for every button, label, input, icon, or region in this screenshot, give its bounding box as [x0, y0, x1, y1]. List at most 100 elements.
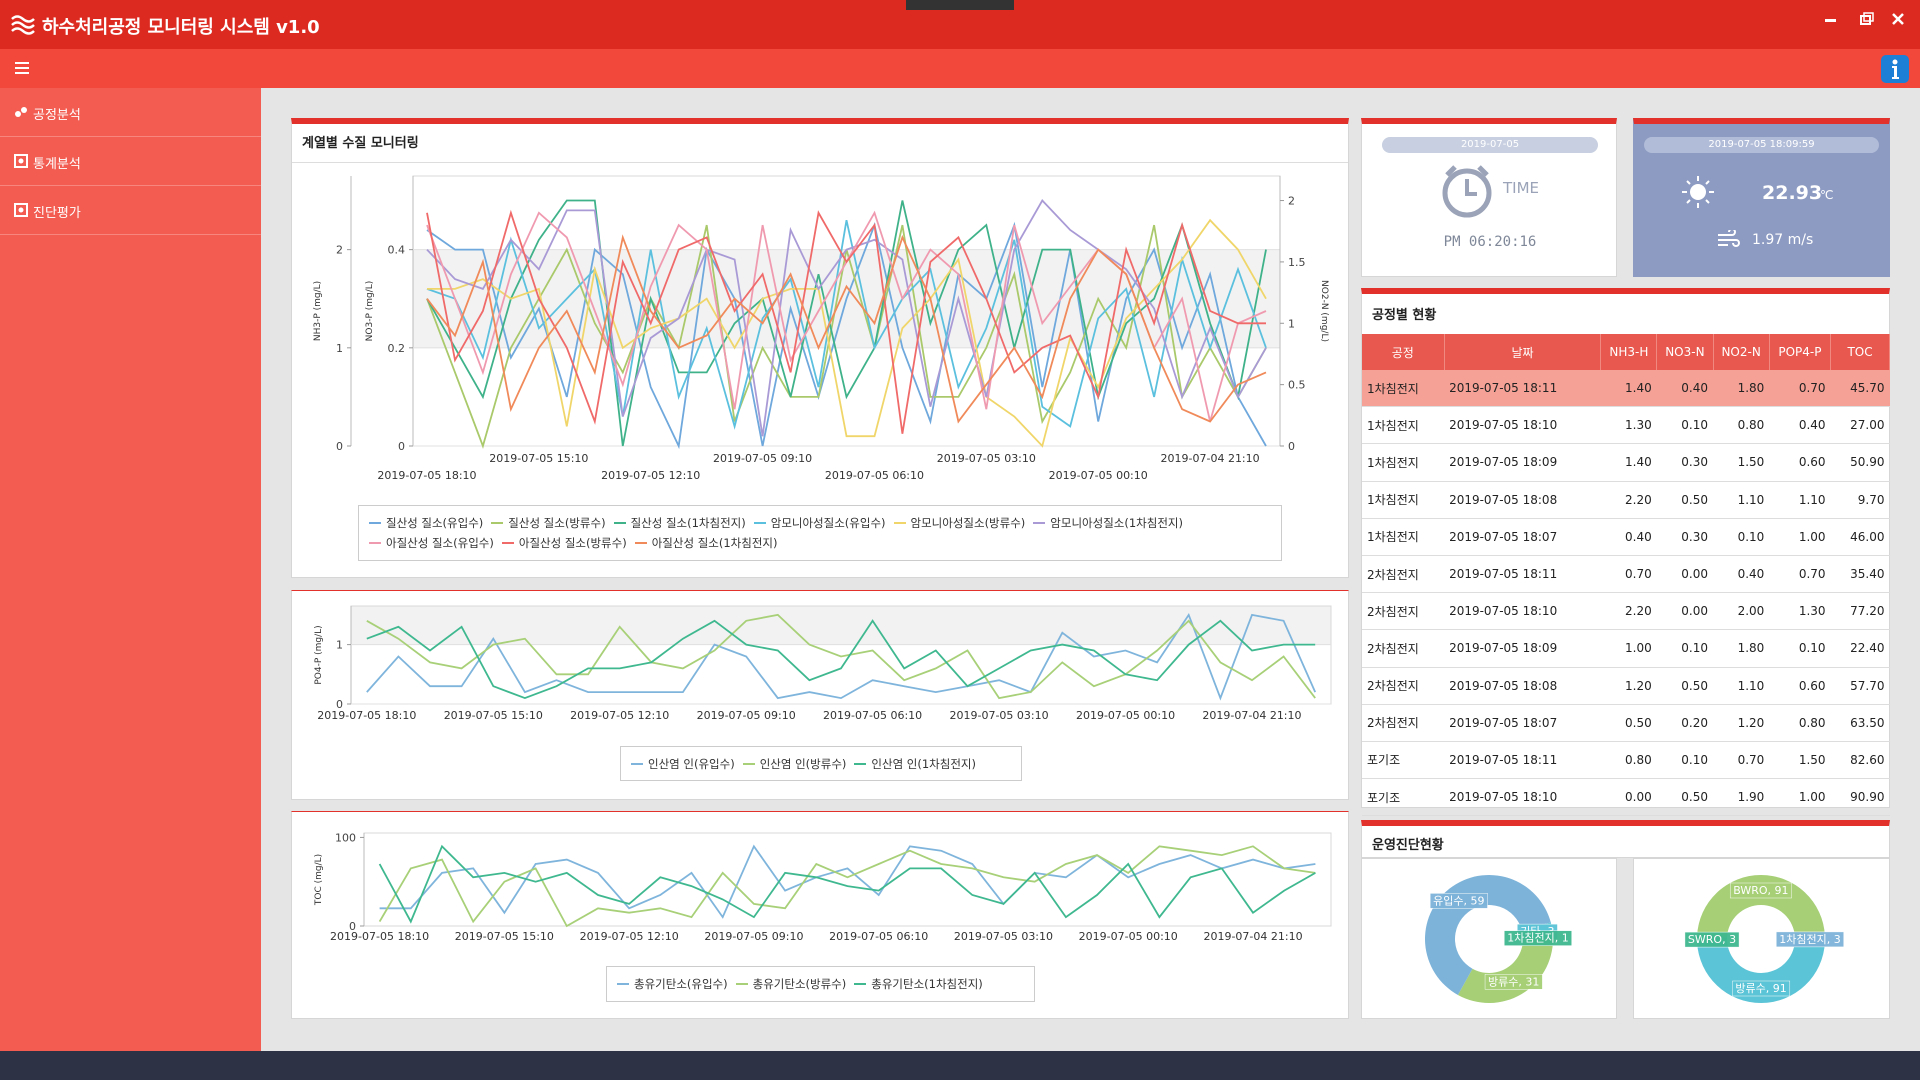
table-cell: 0.80 [1600, 741, 1657, 780]
wind-icon [1718, 230, 1740, 247]
table-cell: 1.10 [1713, 481, 1770, 519]
table-cell: 2.20 [1600, 481, 1657, 519]
legend-item[interactable]: 질산성 질소(방류수) [491, 515, 606, 531]
table-row: 2차침전지 2019-07-05 18:09 1.00 0.10 1.80 0.10 22.… [1362, 629, 1890, 668]
legend: 총유기탄소(유입수) 총유기탄소(방류수) 총유기탄소(1차침전지) [606, 966, 1035, 1002]
table-cell: 2019-07-05 18:10 [1444, 406, 1601, 445]
legend-item[interactable]: 총유기탄소(방류수) [735, 976, 847, 992]
table-row: 2차침전지 2019-07-05 18:07 0.50 0.20 1.20 0.80 63.… [1362, 704, 1890, 742]
table-cell: 2차침전지 [1362, 592, 1445, 631]
menu-button[interactable] [14, 61, 30, 75]
info-button[interactable] [1880, 54, 1910, 84]
weather-widget: 2019-07-05 18:09:59 22.93 ℃ 1.97 m/s [1633, 118, 1890, 277]
table-cell: 27.00 [1830, 406, 1890, 445]
legend-item[interactable]: 질산성 질소(유입수) [369, 515, 483, 531]
legend-item[interactable]: 암모니아성질소(1차침전지) [1033, 515, 1183, 531]
table-cell: 50.90 [1830, 443, 1890, 482]
legend-item[interactable]: 암모니아성질소(방류수) [893, 515, 1025, 531]
table-cell: 0.10 [1769, 629, 1831, 668]
table-cell: 0.60 [1769, 667, 1831, 705]
table-cell: 1.50 [1769, 741, 1831, 780]
table-cell: 0.40 [1656, 370, 1714, 408]
legend-label: 아질산성 질소(유입수) [386, 536, 494, 550]
date-pill: 2019-07-05 [1382, 137, 1598, 153]
temperature: 22.93 [1762, 182, 1823, 204]
nav-item[interactable]: 공정분석 [0, 88, 261, 137]
donut-panel [1361, 858, 1617, 1019]
close[interactable] [1892, 13, 1904, 25]
table-cell: 82.60 [1830, 741, 1890, 780]
legend-swatch [369, 542, 381, 544]
app-title: 하수처리공정 모니터링 시스템 v1.0 [42, 17, 320, 38]
table-cell: 0.10 [1656, 741, 1714, 780]
legend-item[interactable]: 총유기탄소(유입수) [617, 976, 728, 992]
table-cell: 2019-07-05 18:08 [1444, 667, 1601, 705]
table-cell: 1.80 [1713, 629, 1770, 668]
legend-label: 질산성 질소(유입수) [386, 516, 484, 530]
table-cell: 0.10 [1656, 629, 1714, 668]
table-cell: 0.50 [1656, 667, 1714, 705]
table-cell: 1.00 [1769, 518, 1831, 556]
column-header: 날짜 [1444, 334, 1602, 370]
legend-label: 총유기탄소(1차침전지) [871, 977, 983, 991]
legend-item[interactable]: 인산염 인(방류수) [742, 756, 846, 772]
table-cell: 2019-07-05 18:07 [1444, 518, 1601, 556]
table-row: 1차침전지 2019-07-05 18:08 2.20 0.50 1.10 1.10 9.7… [1362, 481, 1890, 519]
nav-item[interactable]: 진단평가 [0, 186, 261, 235]
drag-handle[interactable] [906, 0, 1014, 10]
table-cell: 0.70 [1769, 370, 1831, 408]
table-cell: 0.30 [1656, 443, 1714, 482]
legend-swatch [501, 542, 514, 544]
table-cell: 0.50 [1600, 704, 1657, 742]
clock-time: PM 06:20:16 [1443, 234, 1537, 250]
legend-swatch [617, 983, 629, 985]
clock-icon [1442, 165, 1492, 218]
table-cell: 9.70 [1830, 481, 1890, 519]
nav-label: 진단평가 [33, 206, 81, 221]
legend-item[interactable]: 암모니아성질소(유입수) [753, 515, 886, 531]
legend-swatch [735, 983, 748, 985]
table-cell: 2차침전지 [1362, 555, 1445, 594]
table-cell: 1차침전지 [1362, 443, 1445, 482]
table-cell: 1.00 [1600, 629, 1657, 668]
maximize[interactable] [1860, 12, 1874, 25]
legend-item[interactable]: 아질산성 질소(유입수) [369, 535, 494, 551]
table-cell: 1.40 [1600, 443, 1657, 482]
nav-item[interactable]: 통계분석 [0, 137, 261, 186]
legend-swatch [369, 522, 381, 524]
legend-item[interactable]: 아질산성 질소(1차침전지) [634, 535, 777, 551]
legend-swatch [491, 522, 504, 524]
legend-item[interactable]: 인산염 인(1차침전지) [854, 756, 976, 772]
wind-speed: 1.97 m/s [1752, 232, 1814, 248]
nav-label: 공정분석 [33, 108, 81, 123]
legend-label: 총유기탄소(유입수) [634, 977, 728, 991]
legend-item[interactable]: 총유기탄소(1차침전지) [854, 976, 983, 992]
legend-swatch [893, 522, 906, 524]
table-cell: 2차침전지 [1362, 629, 1445, 668]
legend-item[interactable]: 아질산성 질소(방류수) [501, 535, 627, 551]
legend-swatch [753, 522, 766, 524]
table-cell: 0.50 [1656, 778, 1714, 817]
legend-label: 아질산성 질소(방류수) [518, 536, 627, 550]
table-cell: 1.00 [1769, 778, 1831, 817]
table-cell: 0.00 [1656, 592, 1714, 631]
table-cell: 0.80 [1769, 704, 1831, 742]
legend-swatch [631, 762, 643, 765]
table-cell: 0.70 [1769, 555, 1831, 594]
table-cell: 0.70 [1713, 741, 1770, 780]
legend-label: 질산성 질소(1차침전지) [630, 516, 746, 530]
legend-item[interactable]: 질산성 질소(1차침전지) [613, 515, 746, 531]
table-row: 1차침전지 2019-07-05 18:11 1.40 0.40 1.80 0.70 45.… [1362, 370, 1890, 408]
legend-swatch [854, 762, 867, 765]
minimize[interactable] [1825, 19, 1836, 22]
column-header: NH3-H [1600, 334, 1658, 370]
table-cell: 1차침전지 [1362, 406, 1445, 445]
legend-label: 총유기탄소(방류수) [752, 977, 847, 991]
status-table: 공정 날짜 NH3-H NO3-N NO2-N POP4-P TOC 1차침전지 2019-07… [1362, 334, 1890, 817]
table-row: 2차침전지 2019-07-05 18:10 2.20 0.00 2.00 1.30 77.… [1362, 592, 1890, 631]
table-cell: 1.10 [1713, 667, 1770, 705]
legend-item[interactable]: 인산염 인(유입수) [631, 756, 735, 772]
table-row: 1차침전지 2019-07-05 18:10 1.30 0.10 0.80 0.40 27.… [1362, 406, 1890, 445]
table-cell: 1차침전지 [1362, 370, 1445, 408]
